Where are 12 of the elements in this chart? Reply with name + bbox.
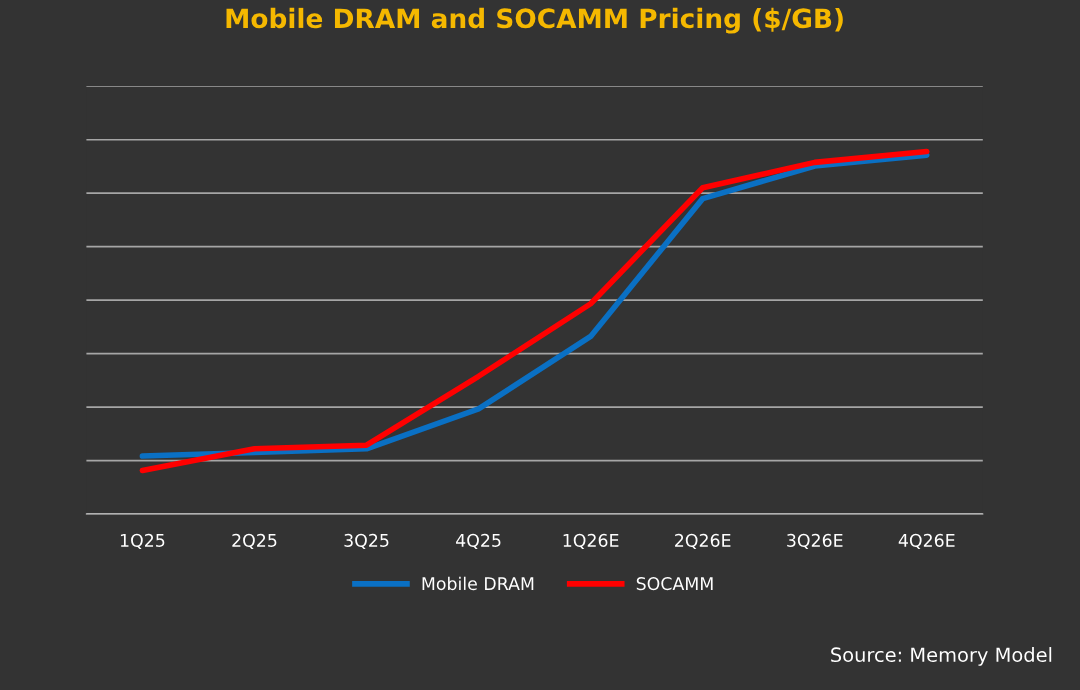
x-tick-label: 2Q26E bbox=[675, 533, 731, 549]
x-tick-label: 4Q26E bbox=[898, 533, 955, 549]
legend-label: SOCAMM bbox=[636, 577, 713, 591]
x-tick-label: 1Q25 bbox=[120, 533, 165, 549]
legend-label: Mobile DRAM bbox=[422, 576, 534, 591]
x-tick-label: 3Q25 bbox=[344, 533, 389, 549]
source-note: Source: Memory Model bbox=[831, 647, 1052, 666]
x-tick-label: 3Q26E bbox=[787, 533, 843, 549]
x-tick-label: 2Q25 bbox=[232, 533, 277, 549]
chart-title: Mobile DRAM and SOCAMM Pricing ($/GB) bbox=[226, 7, 843, 34]
x-tick-label: 1Q26E bbox=[563, 533, 619, 549]
x-tick-label: 4Q25 bbox=[456, 533, 501, 549]
